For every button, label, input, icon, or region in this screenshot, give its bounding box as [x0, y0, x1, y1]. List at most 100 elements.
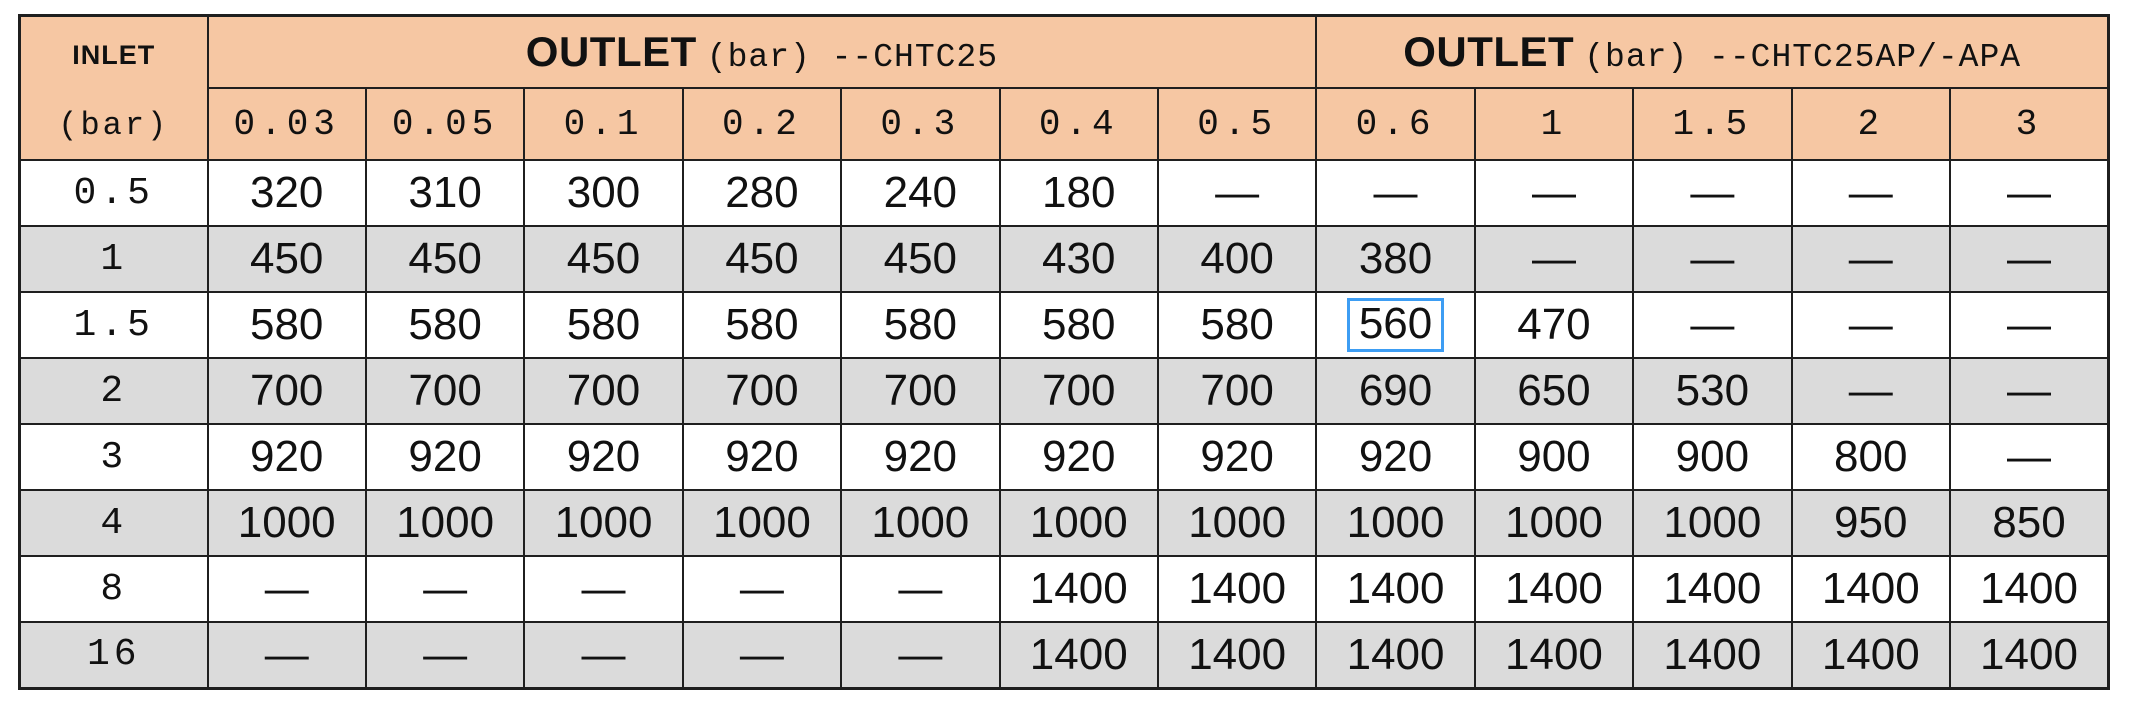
outlet-column-header-0.2: 0.2 — [681, 87, 843, 161]
value-cell: — — [1632, 291, 1793, 359]
value-cell: 430 — [998, 225, 1159, 293]
value-cell: — — [1790, 159, 1951, 227]
outlet-column-header-1: 1 — [1473, 87, 1635, 161]
inlet-value-label: 1 — [18, 225, 209, 293]
value-cell: 1000 — [1632, 489, 1793, 557]
outlet-chtc25-title: OUTLET — [525, 28, 697, 75]
value-cell: 240 — [840, 159, 1001, 227]
value-cell: 1400 — [1632, 555, 1793, 623]
value-cell: 580 — [998, 291, 1159, 359]
value-cell: 1400 — [1156, 621, 1318, 689]
outlet-chtc25-subtitle: (bar) --CHTC25 — [706, 39, 999, 76]
value-cell: 1000 — [840, 489, 1001, 557]
value-cell: 1400 — [1632, 621, 1793, 689]
value-cell: 950 — [1790, 489, 1951, 557]
value-cell: 580 — [840, 291, 1001, 359]
value-cell: 1000 — [998, 489, 1159, 557]
value-cell: — — [840, 621, 1001, 689]
value-cell: 320 — [206, 159, 367, 227]
outlet-column-header-1.5: 1.5 — [1632, 87, 1793, 161]
outlet-column-header-0.5: 0.5 — [1156, 87, 1318, 161]
value-cell: 450 — [206, 225, 367, 293]
value-cell: 690 — [1315, 357, 1476, 425]
value-cell: 1400 — [998, 621, 1159, 689]
selected-cell-box[interactable]: 560 — [1346, 298, 1445, 352]
value-cell: 1000 — [1156, 489, 1318, 557]
value-cell: — — [681, 555, 843, 623]
table-body: 0.5 320 310 300 280 240 180— — — — — —1 450 450 450 450… — [18, 159, 2110, 689]
table-row-inlet-0.5: 0.5 320 310 300 280 240 180— — — — — — — [18, 159, 2110, 227]
value-cell: 700 — [840, 357, 1001, 425]
value-cell: — — [206, 621, 367, 689]
value-cell: — — [1473, 225, 1635, 293]
value-cell: — — [1632, 159, 1793, 227]
table-row-inlet-2: 2 700 700 700 700 700 700 700 690 650 530— — — [18, 357, 2110, 425]
value-cell: — — [1790, 225, 1951, 293]
value-cell: — — [1473, 159, 1635, 227]
value-cell: — — [206, 555, 367, 623]
outlet-column-header-0.4: 0.4 — [998, 87, 1159, 161]
value-cell: 450 — [523, 225, 684, 293]
value-cell: 900 — [1473, 423, 1635, 491]
table-row-inlet-1: 1 450 450 450 450 450 430 400 380— — — — — [18, 225, 2110, 293]
value-cell: — — [681, 621, 843, 689]
value-cell: 700 — [681, 357, 843, 425]
value-cell: 310 — [364, 159, 526, 227]
table-header: INLET (bar) OUTLET (bar) --CHTC25 OUTLET(… — [18, 14, 2110, 161]
value-cell: — — [523, 621, 684, 689]
value-cell: — — [1948, 291, 2110, 359]
value-cell: 1000 — [523, 489, 684, 557]
table-row-inlet-3: 3 920 920 920 920 920 920 920 920 900 900 800— — [18, 423, 2110, 491]
inlet-label: INLET — [72, 39, 156, 70]
value-cell: 1400 — [1948, 555, 2110, 623]
value-cell: 300 — [523, 159, 684, 227]
value-cell: 1400 — [1473, 621, 1635, 689]
value-cell: — — [1790, 291, 1951, 359]
value-cell: — — [364, 621, 526, 689]
outlet-column-header-0.6: 0.6 — [1315, 87, 1476, 161]
value-cell: — — [364, 555, 526, 623]
value-cell: 280 — [681, 159, 843, 227]
table-row-inlet-4: 4 1000 1000 1000 1000 1000 1000 1000 1000 1000 100… — [18, 489, 2110, 557]
value-cell: — — [1948, 225, 2110, 293]
value-cell: 470 — [1473, 291, 1635, 359]
outlet-column-header-0.3: 0.3 — [840, 87, 1001, 161]
value-cell: 1000 — [681, 489, 843, 557]
table-row-inlet-1.5: 1.5 580 580 580 580 580 580 580 560 470— — — — [18, 291, 2110, 359]
value-cell: 850 — [1948, 489, 2110, 557]
value-cell: 580 — [523, 291, 684, 359]
value-cell: 1400 — [1948, 621, 2110, 689]
value-cell: 920 — [681, 423, 843, 491]
value-cell: 700 — [364, 357, 526, 425]
value-cell: 1400 — [1315, 555, 1476, 623]
outlet-chtc25-group-header: OUTLET (bar) --CHTC25 — [206, 14, 1318, 89]
inlet-value-label: 2 — [18, 357, 209, 425]
value-cell: 1400 — [1473, 555, 1635, 623]
inlet-value-label: 4 — [18, 489, 209, 557]
value-cell: 530 — [1632, 357, 1793, 425]
outlet-chtc25ap-group-header: OUTLET (bar) --CHTC25AP/-APA — [1315, 14, 2110, 89]
value-cell: 580 — [1156, 291, 1318, 359]
value-cell: 1000 — [206, 489, 367, 557]
outlet-column-header-3: 3 — [1948, 87, 2110, 161]
inlet-value-label: 16 — [18, 621, 209, 689]
value-cell: 700 — [1156, 357, 1318, 425]
value-cell: 1400 — [1156, 555, 1318, 623]
value-cell: 1000 — [364, 489, 526, 557]
value-cell: 650 — [1473, 357, 1635, 425]
value-cell: 920 — [1156, 423, 1318, 491]
value-cell: 920 — [364, 423, 526, 491]
value-cell: 1400 — [1790, 555, 1951, 623]
outlet-column-header-0.05: 0.05 — [364, 87, 526, 161]
value-cell: — — [840, 555, 1001, 623]
outlet-chtc25ap-subtitle: (bar) --CHTC25AP/-APA — [1584, 39, 2022, 76]
value-cell: 920 — [998, 423, 1159, 491]
value-cell: 1400 — [998, 555, 1159, 623]
outlet-chtc25ap-title: OUTLET — [1403, 28, 1575, 75]
value-cell: — — [1315, 159, 1476, 227]
value-cell: 1000 — [1315, 489, 1476, 557]
outlet-column-header-2: 2 — [1790, 87, 1951, 161]
value-cell: 450 — [364, 225, 526, 293]
value-cell-selected: 560 — [1315, 291, 1476, 359]
